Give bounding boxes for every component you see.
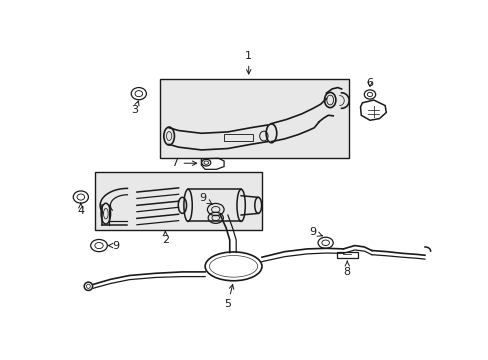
Text: 8: 8 bbox=[343, 261, 350, 277]
Text: 9: 9 bbox=[199, 193, 212, 204]
Bar bbox=[95, 172, 262, 230]
Text: 5: 5 bbox=[224, 284, 233, 309]
Text: 9: 9 bbox=[309, 227, 322, 237]
Text: 4: 4 bbox=[77, 203, 84, 216]
Bar bbox=[336, 252, 357, 258]
Text: 2: 2 bbox=[162, 231, 168, 245]
Text: 6: 6 bbox=[366, 77, 373, 87]
Text: 7: 7 bbox=[171, 158, 196, 168]
Bar bbox=[159, 79, 348, 158]
Text: 1: 1 bbox=[244, 51, 252, 74]
Bar bbox=[224, 134, 252, 141]
Text: 9: 9 bbox=[108, 240, 119, 251]
Text: 3: 3 bbox=[131, 101, 139, 115]
